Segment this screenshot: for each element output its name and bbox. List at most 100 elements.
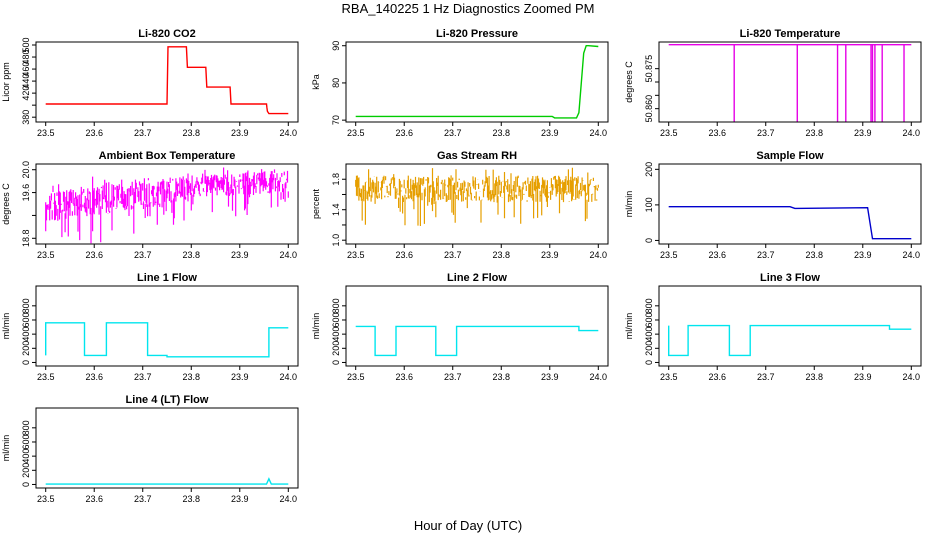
panel-8-ytick-label: 0 [331, 360, 341, 365]
panel-6-ytick-label: 100 [644, 197, 654, 212]
panel-7-ytick-label: 400 [21, 327, 31, 342]
panel-3-xtick-label: 23.6 [708, 128, 726, 138]
panel-1-ytick-label: 500 [21, 37, 31, 52]
panel-7-ytick-label: 0 [21, 360, 31, 365]
panel-10-xtick-label: 23.8 [182, 494, 200, 504]
panel-10-title: Line 4 (LT) Flow [126, 394, 209, 406]
panel-1-xtick-label: 24.0 [280, 128, 298, 138]
panel-2-xtick-label: 23.7 [444, 128, 462, 138]
panel-4-xtick-label: 23.9 [231, 250, 249, 260]
panel-8-xtick-label: 23.7 [444, 372, 462, 382]
panel-5: Gas Stream RH percent 23.5 23.6 23.7 23.8 23.9… [311, 150, 609, 260]
panel-7-xtick-label: 23.7 [134, 372, 152, 382]
panel-2-xtick-label: 23.9 [541, 128, 559, 138]
panel-7-title: Line 1 Flow [137, 272, 197, 284]
panel-1-ytick-label: 380 [21, 110, 31, 125]
panel-3-ytick-label: 50.875 [644, 55, 654, 83]
panel-6: Sample Flow ml/min 23.5 23.6 23.7 23.8 23.9 24.… [624, 150, 922, 260]
panel-4-ytick-label: 20.0 [21, 161, 31, 179]
panel-1-xtick-label: 23.8 [182, 128, 200, 138]
panel-6-xtick-label: 23.7 [757, 250, 775, 260]
panel-9-ytick-label: 0 [644, 360, 654, 365]
panel-8-ytick-label: 800 [331, 298, 341, 313]
panel-10-xtick-label: 24.0 [280, 494, 298, 504]
panel-3-ytick-label: 50.860 [644, 95, 654, 123]
panel-7-xtick-label: 23.5 [37, 372, 55, 382]
panel-5-xtick-label: 24.0 [590, 250, 608, 260]
panel-6-ytick-label: 0 [644, 238, 654, 243]
panel-10-ytick-label: 800 [21, 420, 31, 435]
panel-9-title: Line 3 Flow [760, 272, 820, 284]
panel-1-xtick-label: 23.9 [231, 128, 249, 138]
panel-9: Line 3 Flow ml/min 23.5 23.6 23.7 23.8 23.9 24.… [624, 272, 922, 382]
panel-4-xtick-label: 24.0 [280, 250, 298, 260]
panel-1-ylabel: Licor ppm [1, 62, 11, 102]
panel-2-xtick-label: 23.5 [347, 128, 365, 138]
panel-5-xtick-label: 23.8 [492, 250, 510, 260]
panel-3-xtick-label: 23.7 [757, 128, 775, 138]
panel-6-ytick-label: 200 [644, 162, 654, 177]
panel-10-ytick-label: 600 [21, 434, 31, 449]
panel-5-xtick-label: 23.6 [395, 250, 413, 260]
panel-6-title: Sample Flow [756, 150, 824, 162]
panel-9-ytick-label: 800 [644, 298, 654, 313]
panel-10-ylabel: ml/min [1, 435, 11, 462]
panel-9-ylabel: ml/min [624, 313, 634, 340]
panel-9-ytick-label: 200 [644, 341, 654, 356]
panel-8-xtick-label: 24.0 [590, 372, 608, 382]
panel-10-ytick-label: 200 [21, 463, 31, 478]
panel-3: Li-820 Temperature degrees C 23.5 23.6 23.7 2… [624, 28, 922, 138]
panel-4: Ambient Box Temperature degrees C 23.5 23.6… [1, 150, 299, 260]
panel-7-series [45, 322, 289, 358]
panel-4-frame [35, 163, 299, 245]
panel-10-series [45, 477, 289, 485]
panel-8-ytick-label: 400 [331, 327, 341, 342]
figure-title: RBA_140225 1 Hz Diagnostics Zoomed PM [341, 1, 595, 16]
panel-5-xtick-label: 23.5 [347, 250, 365, 260]
panel-4-xtick-label: 23.7 [134, 250, 152, 260]
panel-1-series [45, 46, 289, 115]
panel-1-title: Li-820 CO2 [138, 28, 195, 40]
panel-7-ylabel: ml/min [1, 313, 11, 340]
panel-1-xtick-label: 23.6 [85, 128, 103, 138]
panel-6-xtick-label: 23.6 [708, 250, 726, 260]
panel-7-ytick-label: 600 [21, 312, 31, 327]
panel-3-xtick-label: 24.0 [903, 128, 921, 138]
panel-9-xtick-label: 24.0 [903, 372, 921, 382]
panel-8-frame [345, 285, 609, 367]
panel-8-ylabel: ml/min [311, 313, 321, 340]
panel-1-ytick-label: 420 [21, 86, 31, 101]
panel-3-xtick-label: 23.5 [660, 128, 678, 138]
panel-3-title: Li-820 Temperature [740, 28, 841, 40]
panel-8-xtick-label: 23.6 [395, 372, 413, 382]
panel-10-ytick-label: 400 [21, 449, 31, 464]
panel-8-title: Line 2 Flow [447, 272, 507, 284]
panel-9-frame [658, 285, 922, 367]
x-axis-title: Hour of Day (UTC) [413, 518, 523, 533]
panel-5-xtick-label: 23.7 [444, 250, 462, 260]
panel-5-ylabel: percent [311, 188, 321, 219]
panel-9-series [668, 324, 912, 357]
panel-5-ytick-label: 1.0 [331, 234, 341, 247]
panel-10-xtick-label: 23.7 [134, 494, 152, 504]
panel-3-xtick-label: 23.8 [805, 128, 823, 138]
panel-4-ytick-label: 19.6 [21, 184, 31, 202]
panel-2-ylabel: kPa [311, 74, 321, 90]
panel-9-ytick-label: 600 [644, 312, 654, 327]
panel-8-series [355, 325, 599, 357]
panel-1-xtick-label: 23.7 [134, 128, 152, 138]
panel-6-ylabel: ml/min [624, 191, 634, 218]
panel-7-xtick-label: 24.0 [280, 372, 298, 382]
panel-9-xtick-label: 23.5 [660, 372, 678, 382]
panel-2-ytick-label: 80 [331, 78, 341, 88]
panel-8-ytick-label: 600 [331, 312, 341, 327]
panel-2-xtick-label: 24.0 [590, 128, 608, 138]
panel-7-frame [35, 285, 299, 367]
panel-4-xtick-label: 23.8 [182, 250, 200, 260]
panel-7-xtick-label: 23.9 [231, 372, 249, 382]
panel-9-ytick-label: 400 [644, 327, 654, 342]
panel-8-ytick-label: 200 [331, 341, 341, 356]
panel-10-xtick-label: 23.9 [231, 494, 249, 504]
panel-10-xtick-label: 23.6 [85, 494, 103, 504]
